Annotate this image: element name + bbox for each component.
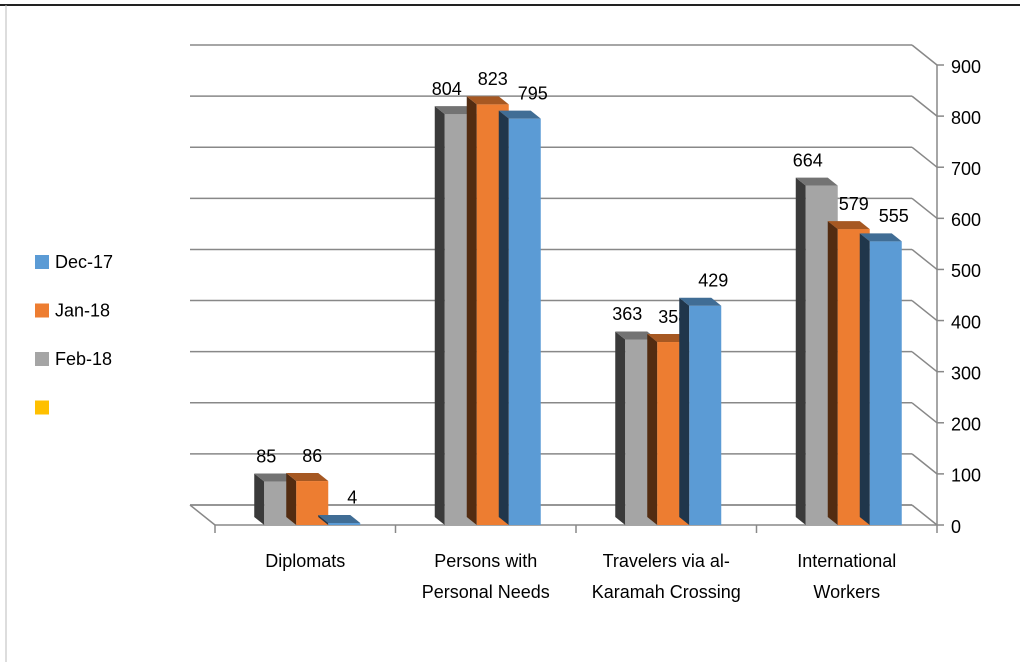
bar-top: [615, 331, 658, 340]
y-tick-label: 100: [951, 466, 981, 486]
bar-top: [318, 514, 361, 523]
legend-swatch: [35, 303, 49, 318]
value-label: 429: [698, 270, 728, 290]
bar: [508, 118, 541, 526]
bar-side: [647, 334, 658, 525]
bar-side: [795, 177, 806, 525]
y-tick-label: 700: [951, 159, 981, 179]
bar-top: [286, 473, 329, 482]
y-tick-label: 500: [951, 261, 981, 281]
value-label: 795: [518, 83, 548, 103]
y-tick-label: 0: [951, 517, 961, 537]
floor-left: [189, 504, 216, 526]
value-label: 363: [612, 304, 642, 324]
bar-top: [434, 106, 477, 115]
grid-line-side: [911, 299, 938, 322]
bar-side: [286, 473, 297, 525]
value-label: 823: [478, 69, 508, 89]
value-label: 664: [793, 150, 823, 170]
y-tick-label: 300: [951, 363, 981, 383]
bar-side: [498, 110, 509, 526]
bar: [689, 305, 722, 525]
legend-label: Dec-17: [55, 252, 113, 272]
grid-line-side: [911, 44, 938, 66]
grid-line-side: [911, 504, 938, 526]
bar-side: [827, 221, 838, 526]
value-label: 579: [839, 194, 869, 214]
bar-top: [679, 297, 722, 306]
bar-top: [827, 221, 870, 230]
value-label: 555: [879, 206, 909, 226]
bar-side: [318, 514, 329, 525]
bar-side: [466, 96, 477, 525]
grid-line-side: [911, 248, 938, 271]
grid-line-side: [911, 453, 938, 475]
bar-top: [859, 233, 902, 242]
legend-swatch: [35, 352, 49, 366]
bar-top: [466, 96, 509, 105]
bar-top: [498, 110, 541, 119]
y-tick-label: 600: [951, 210, 981, 230]
value-label: 85: [256, 446, 276, 466]
bar: [869, 241, 902, 526]
value-label: 86: [302, 446, 322, 466]
bar-side: [254, 473, 265, 525]
grid-line-side: [911, 197, 938, 219]
x-tick-label: Diplomats: [265, 551, 346, 571]
grid-line-side: [911, 146, 938, 168]
bar-side: [615, 331, 626, 525]
bar-side: [859, 233, 870, 526]
y-tick-label: 800: [951, 108, 981, 128]
x-tick-label: International Workers: [797, 551, 897, 602]
bar-side: [679, 297, 690, 525]
y-tick-label: 200: [951, 415, 981, 435]
value-label: 804: [432, 79, 462, 99]
bar-top: [795, 177, 838, 186]
bar: [328, 522, 361, 525]
grid-line-side: [911, 351, 938, 373]
legend-swatch: [35, 255, 49, 269]
grid-line-side: [911, 95, 938, 117]
bar-top: [647, 334, 690, 343]
x-tick-label: Travelers via al-Karamah Crossing: [591, 551, 741, 602]
y-tick-label: 900: [951, 57, 981, 77]
value-label: 4: [347, 488, 357, 508]
bar-top: [254, 473, 297, 482]
bar-side: [434, 106, 445, 526]
legend-label: Jan-18: [55, 300, 110, 320]
legend-swatch: [35, 400, 49, 415]
legend-label: Feb-18: [55, 349, 112, 369]
x-tick-label: Persons with Personal Needs: [421, 551, 550, 602]
y-tick-label: 400: [951, 312, 981, 332]
grid-line-side: [911, 402, 938, 424]
